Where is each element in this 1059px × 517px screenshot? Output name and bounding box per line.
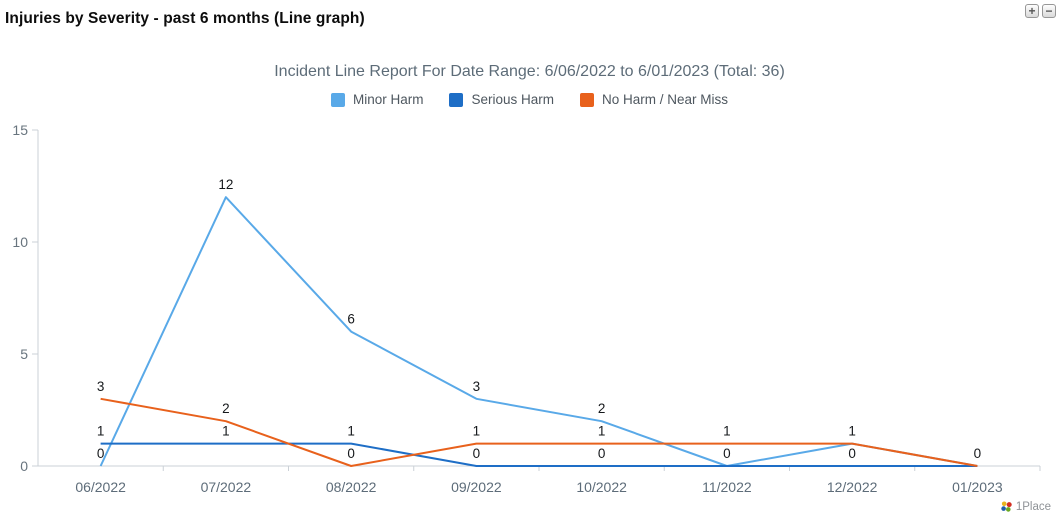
brand-flower-icon <box>1001 501 1012 512</box>
x-axis-label: 10/2022 <box>576 479 627 495</box>
data-label: 0 <box>974 446 982 461</box>
legend-item-serious-harm[interactable]: Serious Harm <box>449 92 554 107</box>
series-line-serious-harm <box>100 442 978 467</box>
minus-icon: − <box>1045 4 1053 18</box>
data-label: 0 <box>848 446 856 461</box>
page-title: Injuries by Severity - past 6 months (Li… <box>5 10 365 27</box>
legend-label: Minor Harm <box>352 92 424 107</box>
data-label: 1 <box>598 424 606 439</box>
data-label: 12 <box>218 177 233 192</box>
legend-item-minor-harm[interactable]: Minor Harm <box>330 92 424 107</box>
legend-swatch <box>330 92 345 107</box>
data-label: 1 <box>723 424 731 439</box>
x-axis-label: 09/2022 <box>451 479 502 495</box>
brand-name: 1Place <box>1015 500 1051 513</box>
data-label: 2 <box>222 401 230 416</box>
data-label: 2 <box>598 401 606 416</box>
x-axis-label: 08/2022 <box>326 479 377 495</box>
y-axis-tick-label: 0 <box>20 458 28 474</box>
data-label: 6 <box>347 312 355 327</box>
legend-item-no-harm-near-miss[interactable]: No Harm / Near Miss <box>580 92 728 107</box>
chart-title: Incident Line Report For Date Range: 6/0… <box>274 63 785 80</box>
y-axis-tick-label: 15 <box>12 122 28 138</box>
series-line-minor-harm <box>99 196 978 467</box>
legend-label: No Harm / Near Miss <box>602 92 729 107</box>
widget-controls: + − <box>1025 4 1056 18</box>
plus-icon: + <box>1028 4 1036 18</box>
data-label: 0 <box>598 446 606 461</box>
legend-label: Serious Harm <box>471 92 555 107</box>
series-line-no-harm-near-miss <box>100 397 978 467</box>
data-label: 0 <box>473 446 481 461</box>
data-label: 3 <box>97 379 105 394</box>
data-label: 1 <box>473 424 481 439</box>
data-label: 0 <box>723 446 731 461</box>
data-label: 1 <box>848 424 856 439</box>
y-axis-tick-label: 10 <box>12 234 28 250</box>
legend: Minor Harm Serious Harm No Harm / Near Mis… <box>0 92 1059 107</box>
data-label: 3 <box>473 379 481 394</box>
data-label: 1 <box>347 424 355 439</box>
x-axis-label: 12/2022 <box>827 479 878 495</box>
data-label: 1 <box>97 424 105 439</box>
collapse-button[interactable]: − <box>1042 4 1056 18</box>
x-axis-label: 07/2022 <box>201 479 252 495</box>
expand-button[interactable]: + <box>1025 4 1039 18</box>
x-axis-label: 06/2022 <box>75 479 126 495</box>
data-label: 0 <box>97 446 105 461</box>
data-label: 1 <box>222 424 230 439</box>
legend-swatch <box>449 92 464 107</box>
x-axis-label: 11/2022 <box>702 479 752 495</box>
y-axis-tick-label: 5 <box>20 346 28 362</box>
legend-swatch <box>580 92 595 107</box>
brand-logo: 1Place <box>1000 500 1051 513</box>
x-axis-label: 01/2023 <box>952 479 1003 495</box>
data-label: 0 <box>347 446 355 461</box>
